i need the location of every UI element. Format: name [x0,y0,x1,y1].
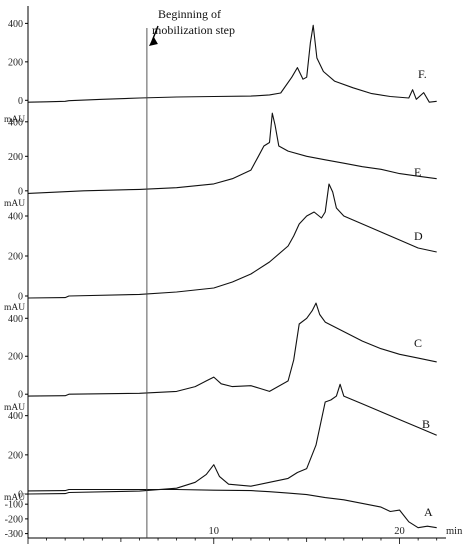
y-unit-label: mAU [4,303,25,313]
y-tick-label: 0 [18,186,23,197]
y-unit-label: mAU [4,493,25,503]
y-tick-label: 400 [8,19,23,30]
trace-e [27,112,437,194]
y-tick-label: 400 [8,314,23,325]
y-tick-label: 400 [8,117,23,128]
y-tick-label: 400 [8,212,23,223]
y-tick-label: 0 [18,292,23,303]
trace-d [27,183,437,299]
trace-f [27,24,437,103]
y-tick-label: 200 [8,352,23,363]
annotation-line-1: Beginning of [158,7,221,21]
trace-label: D [414,229,423,243]
annotation-arrow-head [148,37,158,46]
x-unit-label: min [446,526,463,537]
y-tick-label: 0 [18,490,23,501]
trace-label: C [414,336,422,350]
y-tick-label: -100 [5,500,23,511]
y-tick-label: -200 [5,514,23,525]
trace-label: E [414,165,421,179]
trace-c [27,302,437,397]
y-unit-label: mAU [4,403,25,413]
y-tick-label: -300 [5,529,23,540]
y-tick-label: 200 [8,57,23,68]
trace-a [27,488,437,529]
y-tick-label: 200 [8,252,23,263]
y-tick-label: 400 [8,411,23,422]
trace-label: F. [418,67,427,81]
y-tick-label: 200 [8,152,23,163]
annotation-line-2: mobilization step [152,23,235,37]
y-tick-label: 0 [18,390,23,401]
x-tick-label: 20 [394,526,405,537]
x-tick-label: 10 [209,526,220,537]
y-tick-label: 200 [8,450,23,461]
trace-label: A [424,505,433,519]
y-unit-label: mAU [4,115,25,125]
trace-b [27,383,437,495]
y-tick-label: 0 [18,96,23,107]
y-unit-label: mAU [4,199,25,209]
trace-label: B [422,417,430,431]
